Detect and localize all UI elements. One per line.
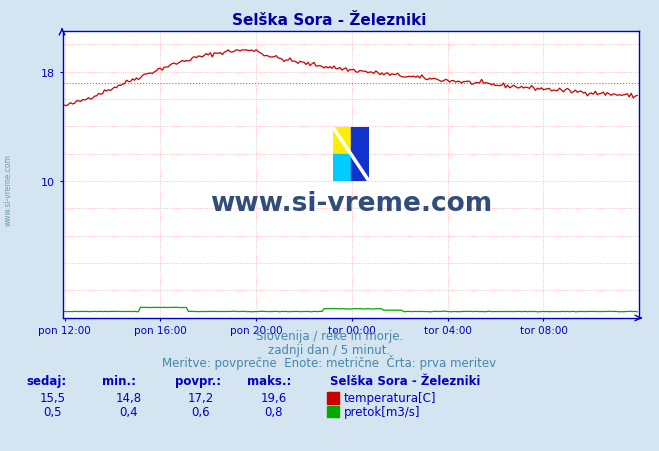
Text: Selška Sora - Železniki: Selška Sora - Železniki <box>233 13 426 28</box>
Text: 0,8: 0,8 <box>264 405 283 418</box>
Text: 15,5: 15,5 <box>40 391 66 404</box>
Text: 14,8: 14,8 <box>115 391 142 404</box>
Text: Selška Sora - Železniki: Selška Sora - Železniki <box>330 375 480 387</box>
Text: sedaj:: sedaj: <box>26 375 67 387</box>
Text: maks.:: maks.: <box>247 375 291 387</box>
Text: 19,6: 19,6 <box>260 391 287 404</box>
Text: Meritve: povprečne  Enote: metrične  Črta: prva meritev: Meritve: povprečne Enote: metrične Črta:… <box>162 354 497 370</box>
Text: Slovenija / reke in morje.: Slovenija / reke in morje. <box>256 330 403 342</box>
Text: www.si-vreme.com: www.si-vreme.com <box>210 190 492 216</box>
Text: 17,2: 17,2 <box>188 391 214 404</box>
Text: temperatura[C]: temperatura[C] <box>344 391 436 404</box>
Text: povpr.:: povpr.: <box>175 375 221 387</box>
Text: zadnji dan / 5 minut.: zadnji dan / 5 minut. <box>268 343 391 356</box>
Text: pretok[m3/s]: pretok[m3/s] <box>344 405 420 418</box>
Bar <box>351 128 369 182</box>
Text: 0,4: 0,4 <box>119 405 138 418</box>
Text: 0,5: 0,5 <box>43 405 62 418</box>
Text: min.:: min.: <box>102 375 136 387</box>
Text: 0,6: 0,6 <box>192 405 210 418</box>
Bar <box>333 128 351 155</box>
Text: www.si-vreme.com: www.si-vreme.com <box>3 153 13 226</box>
Bar <box>333 155 351 182</box>
